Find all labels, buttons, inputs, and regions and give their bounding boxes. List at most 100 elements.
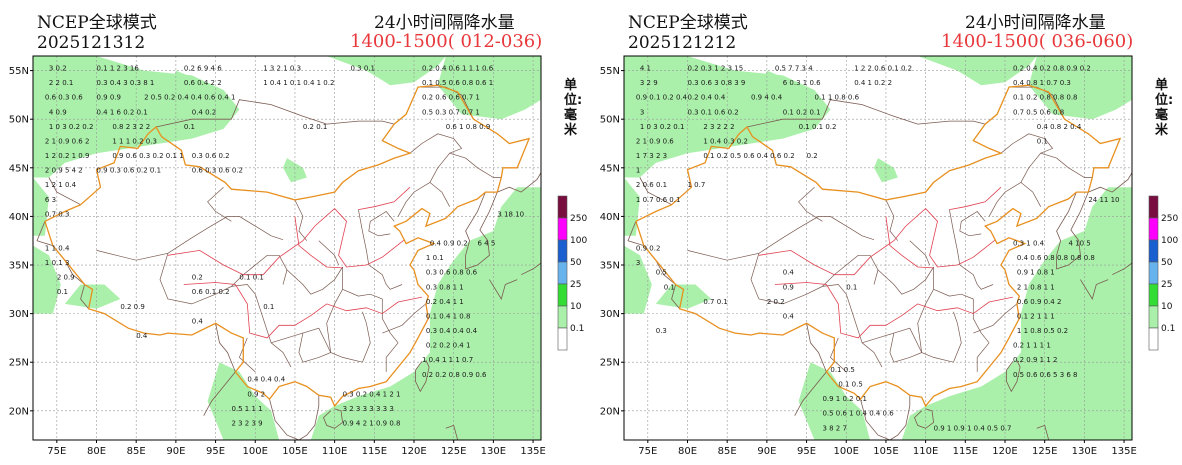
- precip-value-label: 0.2 0.4 0.2 0.8 0.9 0.2: [1013, 65, 1091, 73]
- precip-value-label: 0.5: [656, 269, 667, 277]
- precip-map: 250 100 50 25 10 0.1 3 0.2 0.1 1 2 3 16 0.2 6 9 …: [9, 55, 587, 457]
- legend-swatch: [1148, 261, 1159, 285]
- province-border: [96, 216, 284, 261]
- precip-value-label: 0.1 0.4 1 0.8: [426, 312, 471, 320]
- lon-label: 115E: [953, 446, 978, 457]
- precip-value-label: 0.1: [57, 288, 68, 296]
- precip-area: [207, 362, 280, 440]
- precip-value-label: 0.4: [783, 269, 795, 277]
- precip-value-label: 1: [636, 167, 640, 175]
- neighbor-border: [627, 221, 680, 310]
- neighbor-border: [415, 360, 430, 393]
- lat-label: 45N: [9, 163, 29, 174]
- precip-value-label: 0.3 0.6 0.2: [192, 152, 230, 160]
- legend-level-label: 50: [1161, 258, 1173, 268]
- province-border: [159, 253, 256, 305]
- neighbor-border: [465, 191, 498, 270]
- legend-level-label: 250: [1161, 214, 1178, 224]
- precip-value-label: 2 0.9 5 4 2: [45, 167, 83, 175]
- precip-value-label: 0.4 0.8 2 0.4: [1037, 123, 1082, 131]
- province-border: [1000, 133, 1054, 154]
- precip-value-label: 24 11 10: [1088, 196, 1119, 204]
- precip-value-label: 0.1: [184, 123, 195, 131]
- precip-value-label: 0.8 2 3 2 2: [112, 123, 150, 131]
- precip-value-label: 1 1 1 0.2 0.3: [112, 137, 157, 145]
- province-border: [845, 294, 883, 368]
- map-canvas: 4 1 0.2 0.3 1 2 3 15 0.5 7 7 3 4 1 2 2 0.6 …: [624, 56, 1132, 440]
- legend-level-label: 0.1: [1161, 324, 1175, 334]
- lon-label: 80E: [678, 446, 697, 457]
- precip-value-label: 0.7 0.5 0.6 0.8: [1013, 108, 1064, 116]
- precip-area: [624, 245, 652, 314]
- precip-value-label: 0.6 1 0.8 0.9: [446, 123, 491, 131]
- lat-label: 45N: [600, 163, 620, 174]
- lon-label: 125E: [1032, 446, 1057, 457]
- lat-label: 20N: [9, 406, 29, 417]
- neighbor-border: [1112, 262, 1132, 276]
- precip-value-label: 0.1 1 2 3 16: [97, 65, 140, 73]
- precip-value-label: 0.3 0.8 1 1: [426, 283, 464, 291]
- lat-lon-grid: [624, 56, 1132, 440]
- province-border: [889, 333, 954, 363]
- legend-swatch: [557, 217, 568, 241]
- precip-value-label: 0.4 1 6 0.2 0.1: [97, 108, 148, 116]
- lon-label: 135E: [1111, 446, 1136, 457]
- precip-value-label: 0.2 0.6 0.6 0.7 1: [422, 94, 480, 102]
- precip-value-label: 1 7 3 2 3: [636, 152, 667, 160]
- neighbor-border: [445, 424, 459, 440]
- legend-level-label: 250: [570, 214, 587, 224]
- province-border: [385, 342, 399, 372]
- precip-value-label: 0.2: [192, 274, 203, 282]
- precip-value-label: 1 0.4 1 1 1 0.7: [422, 356, 473, 364]
- lat-label: 30N: [9, 309, 29, 320]
- river-line: [294, 216, 343, 269]
- precip-value-label: 0.1 0.5 0.6 0.8 0.6 1: [422, 79, 493, 87]
- precip-value-label: 0.2 6 9 4 6: [184, 65, 222, 73]
- lon-label: 100E: [834, 446, 859, 457]
- province-border: [877, 266, 934, 295]
- precip-value-label: 0.1 0.2 0.1: [783, 108, 821, 116]
- precip-value-label: 0.3 0.6 3 0.8 3 9: [688, 79, 746, 87]
- lat-label: 30N: [600, 309, 620, 320]
- precip-value-label: 1 0.7 0.6 0.1: [636, 196, 681, 204]
- province-border: [368, 264, 403, 290]
- precip-value-label: 0.4 0.8 1 0.7 0.3: [1013, 79, 1071, 87]
- lon-label: 130E: [1072, 446, 1097, 457]
- map-canvas: 3 0.2 0.1 1 2 3 16 0.2 6 9 4 6 1 3 2 1 0.3 0…: [33, 56, 541, 440]
- precip-value-label: 1 0 3 0.2 0.2: [49, 123, 94, 131]
- province-border: [917, 267, 934, 353]
- precip-value-label: 0.9 0.6 0.3 0.2 0.1 1: [112, 152, 183, 160]
- precip-value-label: 0.2 0.1: [303, 123, 328, 131]
- legend-swatch: [1148, 305, 1159, 329]
- lat-label: 55N: [600, 66, 620, 77]
- precip-value-label: 2 1 0.8 1 1: [1017, 283, 1055, 291]
- precip-value-label: 0.4 1 0.2 2: [854, 79, 892, 87]
- lon-label: 85E: [127, 446, 146, 457]
- precip-value-label: 0.1 0.5: [838, 381, 863, 389]
- precip-value-label: 3 8 2 7: [822, 424, 847, 432]
- precip-value-label: 6 3: [45, 196, 56, 204]
- neighbor-border: [269, 395, 320, 440]
- precip-value-label: 0.4 0.9 0.2: [430, 240, 468, 248]
- precip-value-label: 0.2 0.9 1 1 2: [1013, 356, 1058, 364]
- precip-value-label: 1 2 0.2 1 0.9: [45, 152, 90, 160]
- neighbor-border: [914, 408, 935, 429]
- precip-value-label: 1 0.7: [688, 181, 706, 189]
- precip-value-label: 0.2 0.4 0.6 1 1 1 0.6: [422, 65, 494, 73]
- precip-value-label: 2 3 2 3 9: [231, 419, 262, 427]
- precip-value-label: 0.6 0.3 0.6: [45, 94, 83, 102]
- lat-label: 40N: [600, 212, 620, 223]
- precip-value-label: 2 0.9: [57, 274, 75, 282]
- precip-value-label: 0.1 0.2 0.5 0.6 0.4 0.6 0.2: [703, 152, 794, 160]
- precip-value-label: 0.1 0.1: [239, 274, 264, 282]
- precip-value-label: 0.2 0.3 1 2 3 15: [688, 65, 744, 73]
- lon-label: 120E: [992, 446, 1017, 457]
- legend-level-label: 50: [570, 258, 582, 268]
- precip-legend: 250 100 50 25 10 0.1: [557, 195, 587, 351]
- lon-label: 100E: [243, 446, 268, 457]
- precip-value-label: 0.9: [783, 283, 794, 291]
- precip-value-label: 3 2 9: [640, 79, 658, 87]
- precip-value-label: 1 1 0.8 0.5 0.2: [1017, 327, 1068, 335]
- precip-value-label: 1 0.4 0.3 0.2: [703, 137, 748, 145]
- precip-value-label: 2 0.2: [767, 298, 785, 306]
